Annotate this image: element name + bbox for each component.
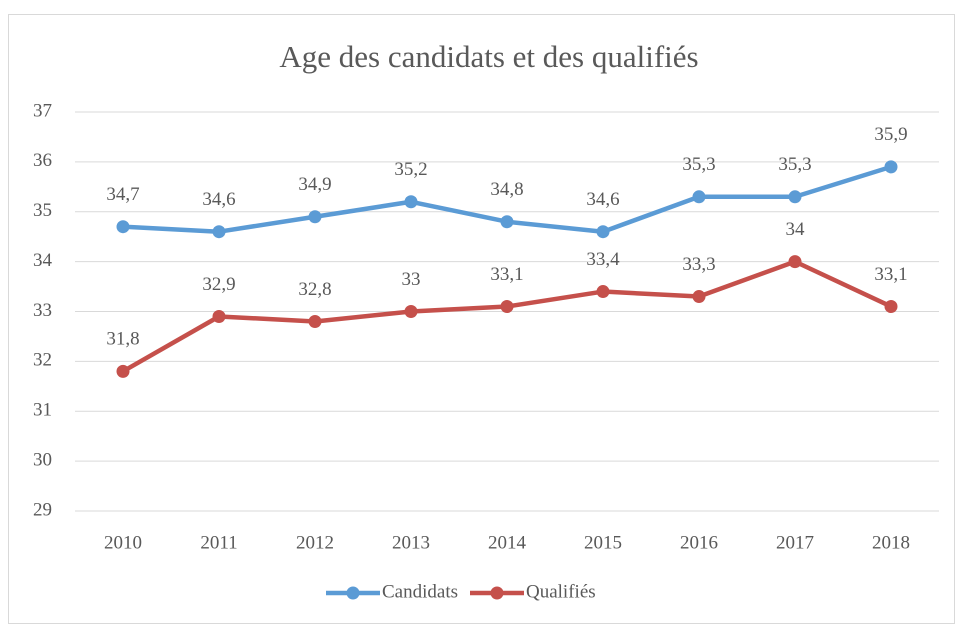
data-label: 33,1 <box>874 264 907 285</box>
x-tick-label: 2013 <box>392 532 430 553</box>
data-point <box>692 190 706 204</box>
data-point <box>788 190 802 204</box>
data-label: 34,7 <box>106 184 139 205</box>
data-label: 34,9 <box>298 174 331 195</box>
y-tick-label: 37 <box>33 100 52 121</box>
data-point <box>404 305 418 318</box>
data-label: 32,8 <box>298 279 331 300</box>
data-label: 35,3 <box>682 154 715 175</box>
data-label: 33 <box>402 269 421 290</box>
y-tick-label: 36 <box>33 150 52 171</box>
y-tick-label: 34 <box>33 250 53 271</box>
data-point <box>884 300 898 314</box>
data-label: 34,6 <box>202 189 235 210</box>
data-point <box>116 364 130 378</box>
data-label: 33,3 <box>682 254 715 275</box>
y-tick-label: 35 <box>33 200 52 221</box>
x-tick-label: 2017 <box>776 532 814 553</box>
chart-title: Age des candidats et des qualifiés <box>279 39 698 74</box>
data-label: 32,9 <box>202 274 235 295</box>
data-point <box>884 160 898 174</box>
data-point <box>596 225 610 239</box>
legend-marker <box>346 586 360 600</box>
y-tick-label: 32 <box>33 350 52 371</box>
data-label: 35,9 <box>874 124 907 145</box>
x-tick-label: 2016 <box>680 532 718 553</box>
y-tick-label: 29 <box>33 499 52 520</box>
x-tick-label: 2010 <box>104 532 142 553</box>
data-point <box>692 290 706 304</box>
x-tick-label: 2018 <box>872 532 910 553</box>
x-tick-label: 2014 <box>488 532 527 553</box>
legend-marker <box>490 586 504 600</box>
y-tick-label: 31 <box>33 400 52 421</box>
data-label: 33,4 <box>586 249 620 270</box>
chart-border <box>8 14 955 624</box>
data-label: 31,8 <box>106 329 139 350</box>
data-point <box>308 314 322 328</box>
data-point <box>404 195 418 209</box>
legend-label: Qualifiés <box>526 581 596 602</box>
x-tick-label: 2011 <box>200 532 237 553</box>
data-point <box>788 255 802 269</box>
data-point <box>116 220 130 234</box>
x-tick-label: 2015 <box>584 532 622 553</box>
data-label: 34 <box>786 219 806 240</box>
y-tick-label: 30 <box>33 449 52 470</box>
data-point <box>212 225 226 239</box>
data-point <box>212 309 226 323</box>
data-label: 35,3 <box>778 154 811 175</box>
data-point <box>308 210 322 224</box>
data-label: 35,2 <box>394 159 427 180</box>
x-tick-label: 2012 <box>296 532 334 553</box>
data-point <box>500 300 514 314</box>
data-label: 34,6 <box>586 189 619 210</box>
data-label: 33,1 <box>490 264 523 285</box>
y-tick-label: 33 <box>33 300 52 321</box>
data-label: 34,8 <box>490 179 523 200</box>
data-point <box>500 215 514 229</box>
data-point <box>596 285 610 299</box>
legend-label: Candidats <box>382 581 458 602</box>
